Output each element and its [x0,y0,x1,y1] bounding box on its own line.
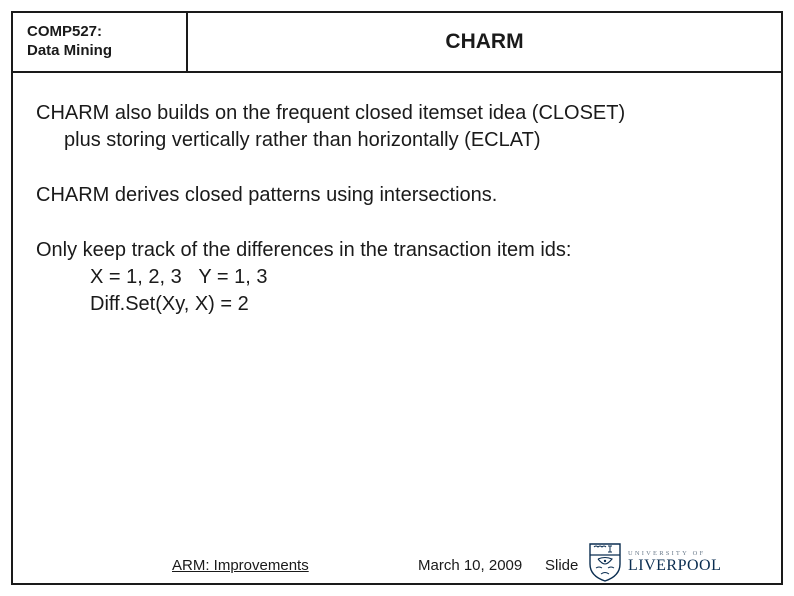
footer-topic: ARM: Improvements [172,557,309,574]
course-name: Data Mining [27,42,172,61]
logo-small-text: UNIVERSITY OF [628,550,721,557]
logo-big-text: LIVERPOOL [628,557,721,575]
university-logo: UNIVERSITY OF LIVERPOOL [588,542,776,582]
p3-line2: X = 1, 2, 3 Y = 1, 3 [36,264,756,291]
header-box: COMP527: Data Mining CHARM [11,11,783,73]
slide-title: CHARM [188,13,781,71]
p1-line1: CHARM also builds on the frequent closed… [36,100,756,127]
course-code: COMP527: [27,23,172,42]
p1-line2: plus storing vertically rather than hori… [36,127,756,154]
slide-body: CHARM also builds on the frequent closed… [36,100,756,346]
paragraph-1: CHARM also builds on the frequent closed… [36,100,756,154]
paragraph-2: CHARM derives closed patterns using inte… [36,182,756,209]
shield-icon [588,542,622,582]
course-label-box: COMP527: Data Mining [13,13,188,71]
footer-date: March 10, 2009 [418,557,522,574]
p3-line1: Only keep track of the differences in th… [36,237,756,264]
footer-slide-label: Slide [545,557,578,574]
p3-line3: Diff.Set(Xy, X) = 2 [36,291,756,318]
logo-text: UNIVERSITY OF LIVERPOOL [628,550,721,575]
footer: ARM: Improvements March 10, 2009 Slide U… [0,542,794,582]
paragraph-3: Only keep track of the differences in th… [36,237,756,318]
